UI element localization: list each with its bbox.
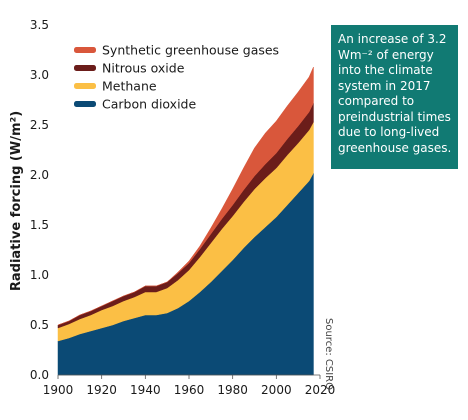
x-axis-ticks: 1900 1920 1940 1960 1980 2000 2020 bbox=[43, 375, 336, 397]
x-tick-label: 1940 bbox=[130, 383, 161, 397]
legend-label-nitrous-oxide: Nitrous oxide bbox=[102, 61, 185, 76]
area-synthetic-greenhouse-gases bbox=[57, 66, 314, 326]
x-tick-label: 1920 bbox=[86, 383, 117, 397]
legend-label-methane: Methane bbox=[102, 79, 157, 94]
y-tick-label: 0.0 bbox=[30, 368, 49, 382]
legend: Synthetic greenhouse gases Nitrous oxide M… bbox=[74, 43, 279, 112]
x-tick-label: 1900 bbox=[43, 383, 74, 397]
y-tick-label: 2.0 bbox=[30, 168, 49, 182]
legend-swatch-carbon-dioxide bbox=[74, 101, 96, 107]
annotation-text: An increase of 3.2 Wm⁻² of energy into t… bbox=[338, 32, 452, 155]
y-tick-label: 1.0 bbox=[30, 268, 49, 282]
x-tick-label: 2020 bbox=[305, 383, 336, 397]
legend-label-carbon-dioxide: Carbon dioxide bbox=[102, 97, 196, 112]
annotation-box: An increase of 3.2 Wm⁻² of energy into t… bbox=[331, 25, 458, 169]
source-label: Source: CSIRO bbox=[323, 318, 334, 390]
y-tick-label: 3.0 bbox=[30, 68, 49, 82]
legend-swatch-synthetic-greenhouse-gases bbox=[74, 47, 96, 53]
y-tick-label: 1.5 bbox=[30, 218, 49, 232]
y-tick-label: 2.5 bbox=[30, 118, 49, 132]
legend-swatch-methane bbox=[74, 83, 96, 89]
x-tick-label: 2000 bbox=[261, 383, 292, 397]
y-axis-label: Radiative forcing (W/m²) bbox=[9, 111, 24, 291]
x-tick-label: 1980 bbox=[217, 383, 248, 397]
stacked-areas bbox=[57, 66, 314, 376]
y-tick-label: 0.5 bbox=[30, 318, 49, 332]
legend-swatch-nitrous-oxide bbox=[74, 65, 96, 71]
y-axis-ticks: 0.0 0.5 1.0 1.5 2.0 2.5 3.0 3.5 bbox=[30, 18, 49, 382]
x-tick-label: 1960 bbox=[174, 383, 205, 397]
y-tick-label: 3.5 bbox=[30, 18, 49, 32]
legend-label-synthetic-greenhouse-gases: Synthetic greenhouse gases bbox=[102, 43, 279, 58]
